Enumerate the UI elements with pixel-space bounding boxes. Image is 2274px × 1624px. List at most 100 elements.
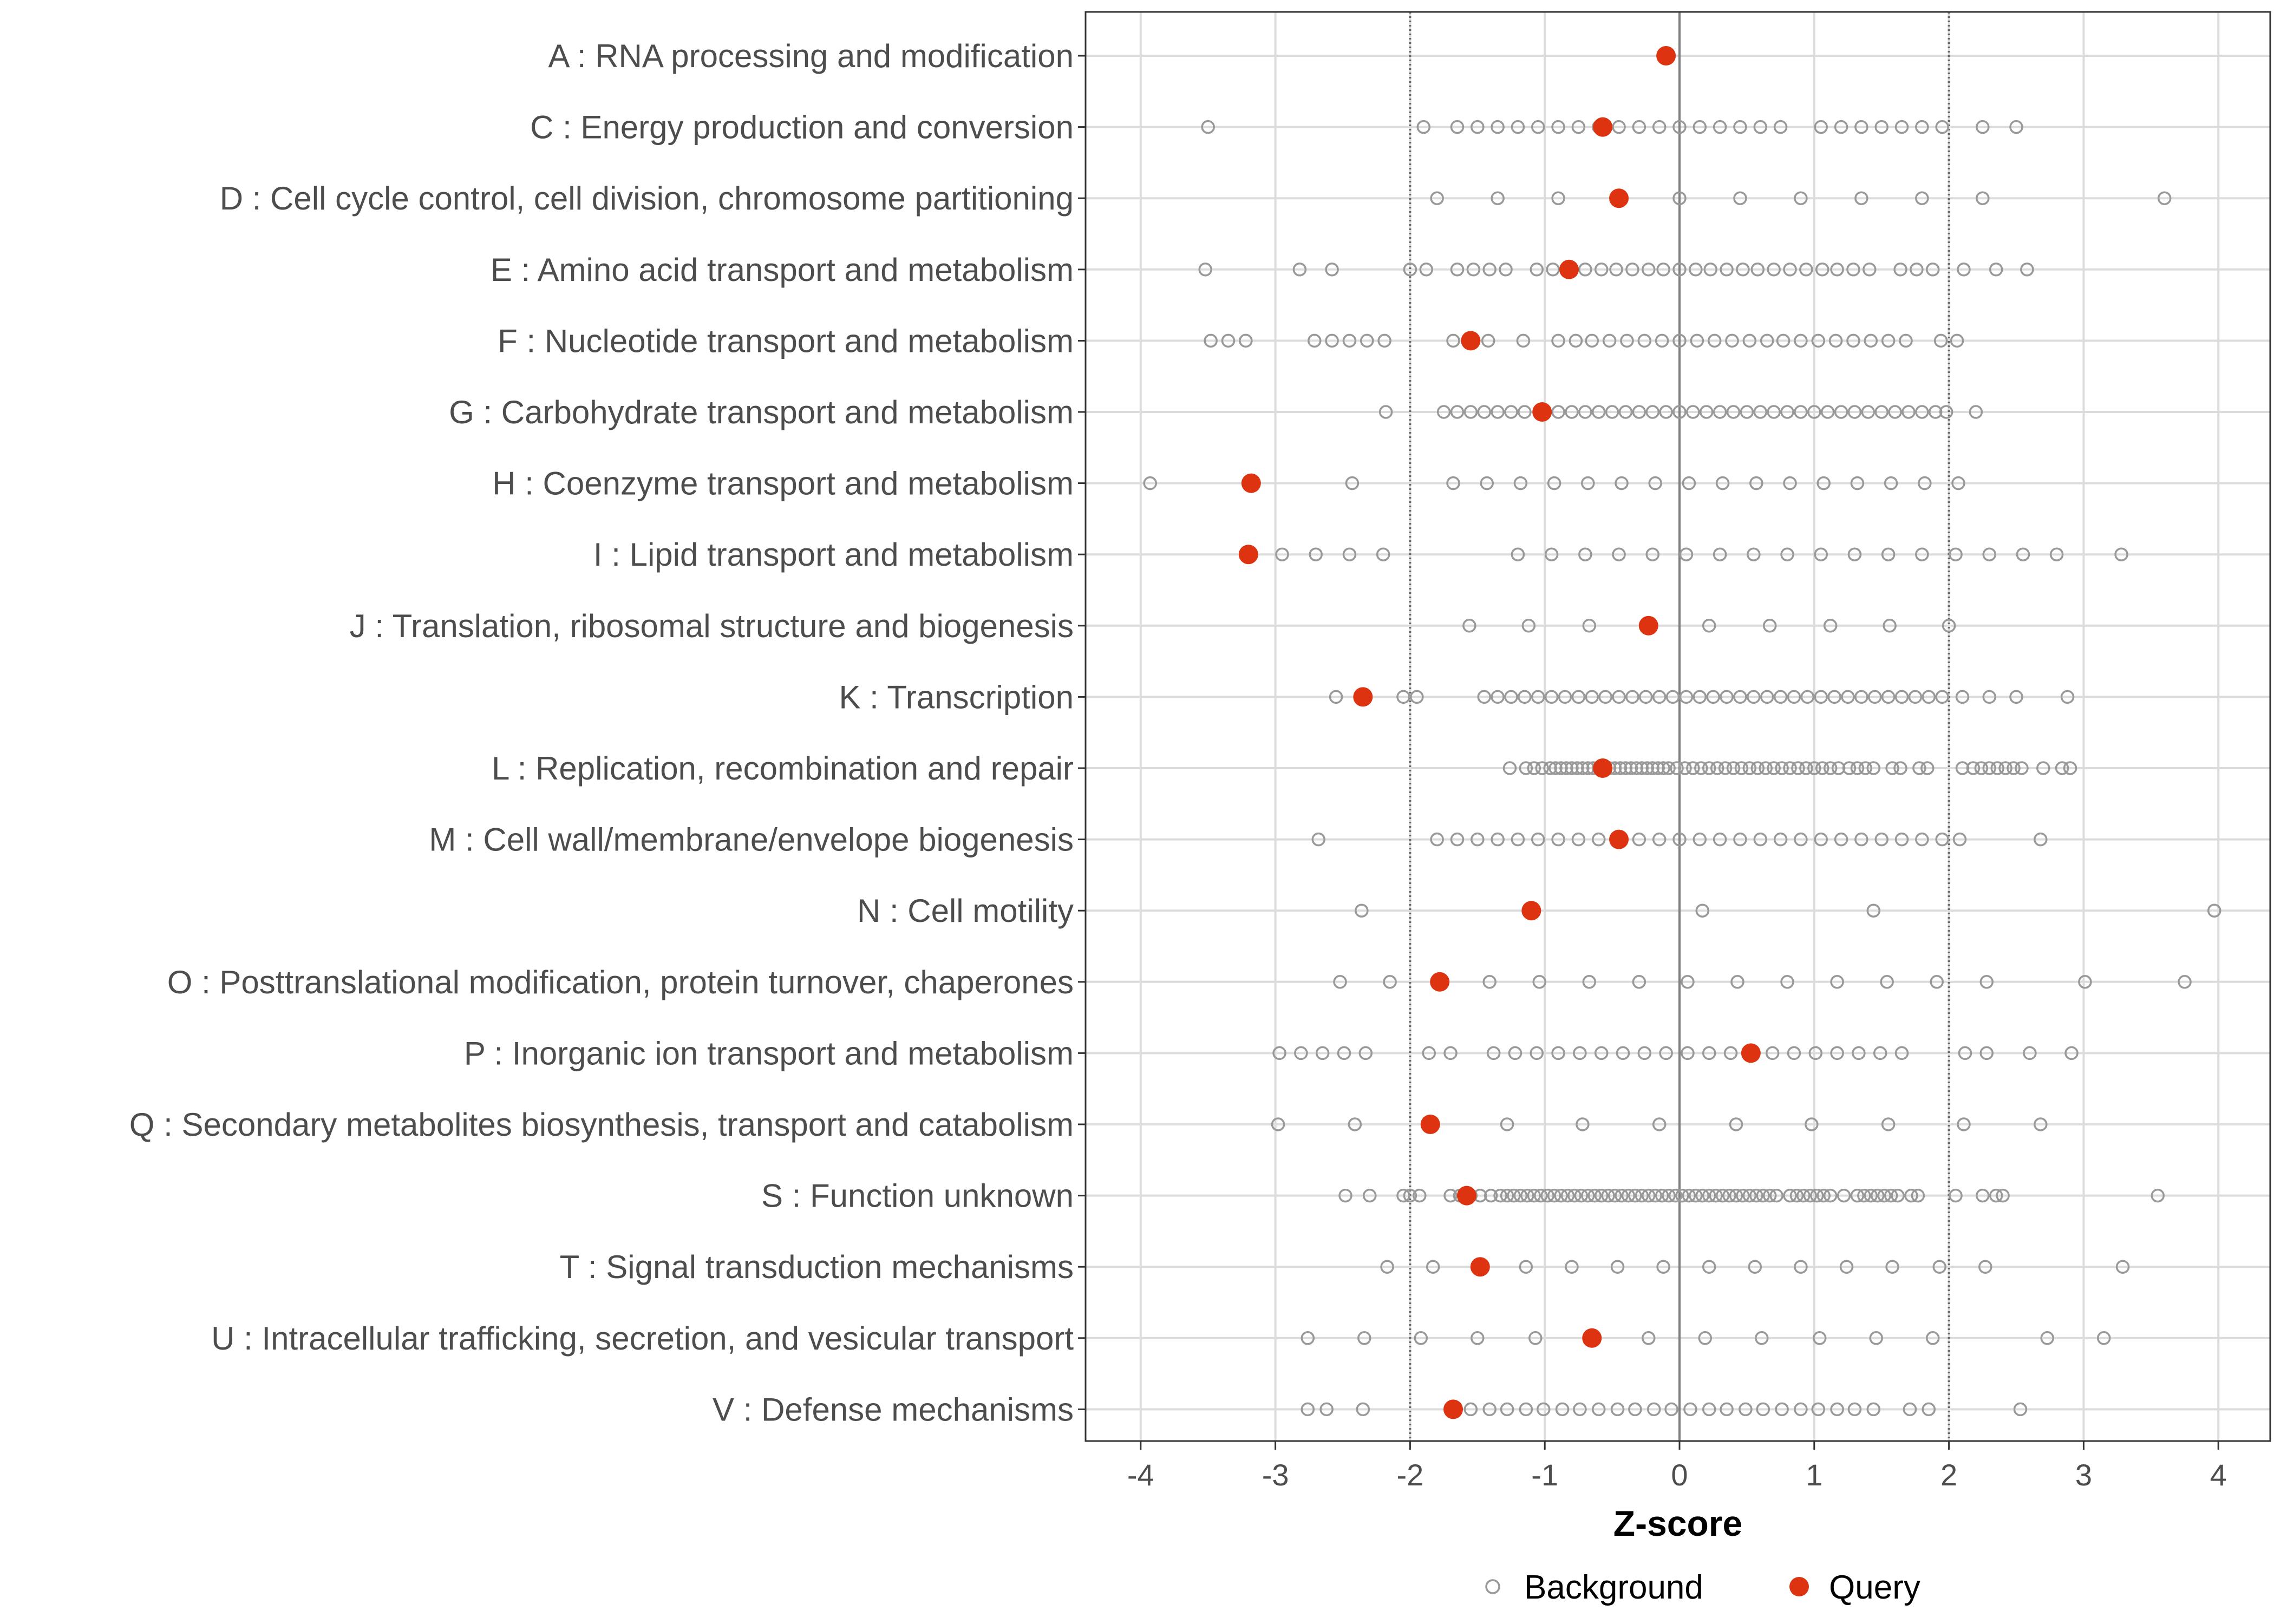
background-point	[1823, 761, 1838, 775]
category-label: E : Amino acid transport and metabolism	[491, 252, 1074, 288]
background-point	[1915, 405, 1929, 419]
background-point	[2064, 1046, 2079, 1060]
background-point	[2078, 975, 2092, 989]
background-point	[1664, 1402, 1678, 1417]
background-point	[1723, 1046, 1738, 1060]
background-point	[1642, 263, 1656, 277]
background-point	[1309, 547, 1323, 561]
background-point	[1602, 333, 1617, 348]
background-point	[1839, 1260, 1854, 1274]
background-point	[1679, 690, 1694, 704]
background-point	[1544, 547, 1559, 561]
background-point	[1668, 1188, 1683, 1203]
x-axis: -4 -3 -2 -1 0 1 2 3 4	[1127, 1441, 2227, 1492]
background-point	[1816, 476, 1831, 490]
background-point	[1753, 405, 1768, 419]
legend-background-label: Background	[1524, 1569, 1703, 1606]
background-point	[1450, 263, 1465, 277]
background-point	[1573, 1402, 1587, 1417]
background-point	[1998, 761, 2012, 775]
background-point	[1516, 333, 1531, 348]
background-point	[1700, 405, 1714, 419]
query-point	[1582, 1328, 1602, 1348]
background-point	[1531, 120, 1545, 134]
background-point	[1342, 547, 1357, 561]
background-point	[1846, 263, 1860, 277]
background-point	[1846, 333, 1860, 348]
background-point	[1783, 476, 1797, 490]
background-point	[1410, 690, 1424, 704]
background-point	[2023, 1046, 2037, 1060]
background-point	[1915, 547, 1929, 561]
background-point	[1403, 1188, 1417, 1203]
background-point	[1918, 476, 1932, 490]
background-point	[1830, 263, 1844, 277]
background-point	[1720, 690, 1734, 704]
background-point	[1920, 761, 1935, 775]
background-point	[1446, 476, 1460, 490]
background-point	[1740, 405, 1754, 419]
background-point	[1881, 547, 1896, 561]
background-point	[1500, 1402, 1514, 1417]
background-point	[1294, 1046, 1308, 1060]
background-point	[1477, 405, 1491, 419]
background-point	[1533, 1188, 1548, 1203]
background-point	[1799, 761, 1813, 775]
background-point	[1645, 761, 1659, 775]
query-point	[1521, 901, 1541, 921]
background-point	[1581, 1188, 1595, 1203]
background-point	[1891, 1188, 1905, 1203]
background-point	[1554, 1188, 1568, 1203]
background-point	[2009, 690, 2023, 704]
background-point	[1982, 690, 1996, 704]
background-point	[1710, 761, 1724, 775]
background-point	[1466, 263, 1481, 277]
background-point	[1935, 690, 1949, 704]
background-point	[2034, 1117, 2048, 1131]
background-point	[1672, 263, 1687, 277]
background-point	[1957, 263, 1971, 277]
background-point	[1348, 1117, 1362, 1131]
background-point	[1628, 1402, 1642, 1417]
background-point	[1450, 120, 1465, 134]
background-point	[1605, 405, 1619, 419]
background-point	[1301, 1402, 1315, 1417]
background-point	[1662, 761, 1676, 775]
background-point	[2015, 761, 2029, 775]
background-point	[1632, 405, 1646, 419]
background-point	[1773, 690, 1788, 704]
background-point	[1143, 476, 1157, 490]
background-point	[1625, 263, 1639, 277]
background-point	[1521, 619, 1536, 633]
background-point	[1547, 1188, 1561, 1203]
background-point	[1742, 761, 1757, 775]
background-point	[1511, 832, 1525, 847]
background-point	[1463, 405, 1478, 419]
x-tick-label: 2	[1940, 1458, 1957, 1492]
background-point	[1547, 476, 1561, 490]
background-point	[1780, 975, 1794, 989]
background-point	[1551, 405, 1565, 419]
background-point	[1416, 120, 1431, 134]
background-point	[1814, 547, 1828, 561]
background-point	[1767, 263, 1781, 277]
background-point	[1815, 761, 1829, 775]
background-point	[1748, 1260, 1762, 1274]
background-point	[1578, 405, 1592, 419]
background-point	[1329, 690, 1343, 704]
category-label: H : Coenzyme transport and metabolism	[492, 466, 1074, 502]
background-point	[1594, 1188, 1609, 1203]
background-point	[1357, 1331, 1371, 1345]
background-point	[1616, 1046, 1630, 1060]
background-point	[1571, 832, 1586, 847]
background-point	[1655, 1188, 1669, 1203]
background-point	[1702, 619, 1716, 633]
background-point	[1854, 690, 1868, 704]
background-point	[1693, 690, 1707, 704]
background-point	[1762, 619, 1777, 633]
category-label: L : Replication, recombination and repai…	[492, 750, 1074, 787]
background-point	[1565, 405, 1579, 419]
background-point	[1450, 832, 1465, 847]
background-point	[1480, 476, 1494, 490]
background-point	[1808, 1046, 1823, 1060]
